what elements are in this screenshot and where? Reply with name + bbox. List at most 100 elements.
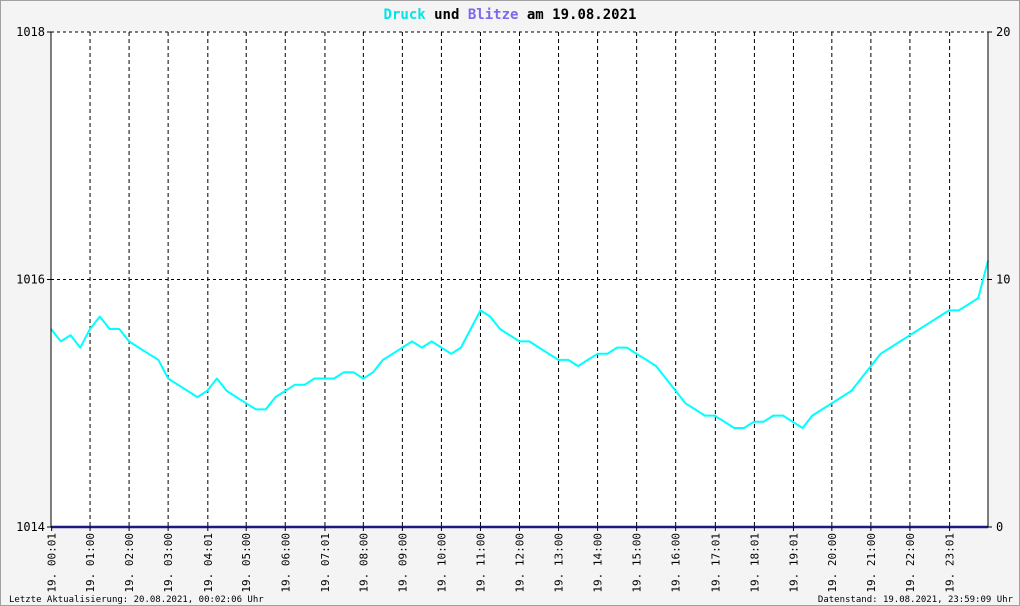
pressure-point	[957, 309, 960, 312]
pressure-point	[460, 346, 462, 349]
pressure-point	[606, 353, 609, 355]
pressure-point	[870, 365, 872, 367]
pressure-point	[889, 346, 892, 349]
pressure-point	[333, 377, 335, 380]
x-tick-label: 19. 10:00	[435, 533, 448, 593]
pressure-point	[665, 377, 667, 380]
pressure-point	[548, 353, 550, 355]
pressure-point	[372, 371, 374, 374]
pressure-point	[450, 353, 453, 355]
pressure-point	[313, 377, 316, 380]
chart-title: Druck und Blitze am 19.08.2021	[384, 7, 637, 23]
pressure-point	[587, 359, 589, 361]
x-tick-label: 19. 02:00	[123, 533, 136, 593]
pressure-point	[811, 414, 814, 417]
pressure-point	[948, 309, 950, 312]
pressure-point	[245, 402, 247, 405]
x-tick-label: 19. 07:01	[319, 533, 332, 593]
x-tick-label: 19. 03:00	[162, 533, 175, 593]
x-tick-label: 19. 08:00	[357, 533, 370, 593]
x-tick-label: 19. 00:01	[46, 533, 59, 593]
pressure-point	[79, 346, 82, 349]
pressure-point	[343, 371, 345, 374]
x-tick-label: 19. 05:00	[240, 533, 253, 593]
pressure-point	[401, 346, 404, 349]
x-tick-label: 19. 16:00	[670, 533, 683, 593]
pressure-point	[206, 390, 208, 392]
y-right-tick-label: 20	[996, 25, 1010, 39]
pressure-point	[264, 408, 267, 411]
pressure-point	[284, 390, 287, 392]
pressure-point	[489, 315, 492, 318]
pressure-point	[479, 309, 482, 312]
pressure-point	[772, 414, 775, 417]
pressure-point	[538, 346, 540, 349]
title-part-pressure: Druck	[384, 7, 427, 23]
x-tick-label: 19. 15:00	[631, 533, 644, 593]
pressure-point	[177, 383, 179, 386]
pressure-point	[469, 328, 472, 330]
pressure-point	[635, 353, 638, 355]
pressure-point	[235, 396, 238, 398]
x-tick-label: 19. 09:00	[396, 533, 409, 593]
pressure-point	[528, 340, 531, 343]
pressure-point	[577, 365, 579, 367]
x-tick-label: 19. 13:00	[553, 533, 566, 593]
pressure-point	[918, 328, 921, 330]
pressure-point	[860, 377, 862, 380]
pressure-point	[733, 427, 735, 429]
pressure-point	[977, 297, 979, 299]
x-tick-label: 19. 12:00	[514, 533, 527, 593]
x-tick-label: 19. 23:01	[944, 533, 957, 593]
pressure-point	[391, 353, 394, 355]
x-tick-label: 19. 01:00	[84, 533, 97, 593]
pressure-point	[567, 359, 570, 361]
pressure-point	[938, 315, 940, 318]
pressure-point	[850, 390, 853, 392]
pressure-point	[713, 414, 716, 417]
pressure-point	[792, 421, 794, 423]
x-tick-label: 19. 04:01	[202, 533, 215, 593]
pressure-point	[128, 340, 130, 343]
pressure-point	[596, 353, 599, 355]
pressure-point	[255, 408, 257, 411]
pressure-point	[508, 334, 511, 337]
y-right-tick-label: 0	[996, 520, 1003, 534]
x-tick-label: 19. 11:00	[474, 533, 487, 593]
pressure-point	[899, 340, 901, 343]
pressure-point	[323, 377, 326, 380]
pressure-point	[157, 359, 160, 361]
pressure-point	[743, 427, 745, 429]
pressure-point	[216, 377, 218, 380]
x-tick-label: 19. 20:00	[826, 533, 839, 593]
pressure-point	[60, 340, 62, 343]
pressure-point	[294, 383, 296, 386]
title-part-and: und	[426, 7, 468, 23]
y-left-tick-label: 1018	[16, 25, 45, 39]
axis-ticks: 1014 1016 1018 0 10 20 19. 00:01 19. 01:00 19. 0…	[16, 25, 1010, 593]
pressure-point	[167, 377, 169, 380]
pressure-point	[694, 408, 696, 411]
pressure-point	[518, 340, 521, 343]
pressure-point	[274, 396, 277, 398]
title-part-date: am 19.08.2021	[518, 7, 636, 23]
pressure-point	[304, 383, 306, 386]
x-tick-label: 19. 21:00	[865, 533, 878, 593]
pressure-point	[626, 346, 628, 349]
pressure-point	[382, 359, 384, 361]
pressure-point	[557, 359, 560, 361]
pressure-point	[147, 353, 150, 355]
pressure-point	[909, 334, 911, 337]
pressure-point	[704, 414, 706, 417]
pressure-point	[352, 371, 355, 374]
pressure-point	[186, 390, 189, 392]
pressure-point	[821, 408, 823, 411]
pressure-point	[645, 359, 648, 361]
pressure-point	[879, 353, 882, 355]
pressure-point	[138, 346, 140, 349]
y-left-tick-label: 1016	[16, 273, 45, 287]
x-tick-label: 19. 18:01	[748, 533, 761, 593]
pressure-point	[674, 390, 677, 392]
pressure-point	[499, 328, 501, 330]
